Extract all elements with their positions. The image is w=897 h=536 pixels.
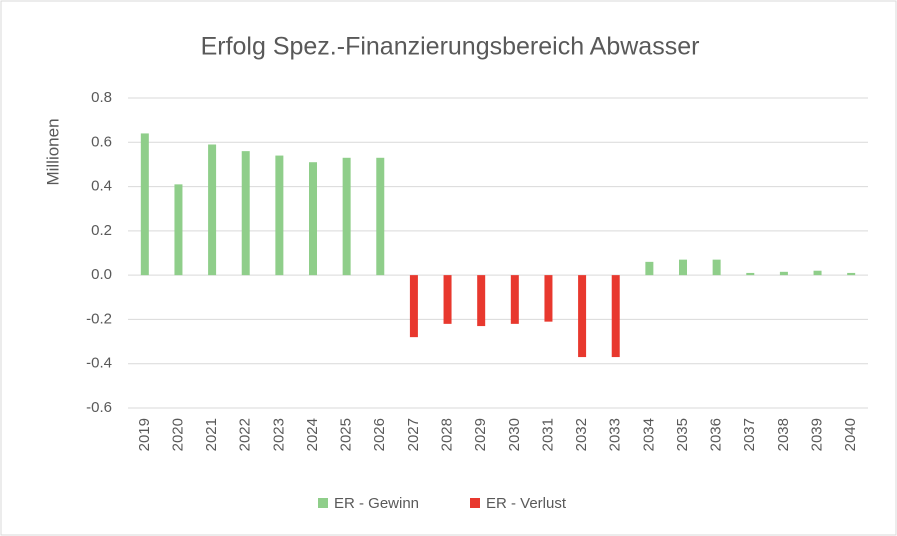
y-tick-label: 0.6 (91, 133, 112, 150)
x-tick-label: 2027 (405, 418, 422, 451)
x-tick-label: 2031 (539, 418, 556, 451)
x-tick-label: 2021 (203, 418, 220, 451)
legend-label: ER - Verlust (486, 495, 567, 512)
x-tick-label: 2032 (573, 418, 590, 451)
bar (746, 272, 755, 276)
bar (544, 275, 553, 322)
x-tick-label: 2038 (775, 418, 792, 451)
y-axis-label: Millionen (43, 118, 62, 185)
legend-swatch (318, 498, 328, 508)
bar (174, 184, 183, 276)
bar (679, 259, 687, 276)
x-tick-label: 2040 (842, 418, 859, 451)
x-tick-label: 2028 (439, 418, 456, 451)
bar (275, 155, 284, 276)
bar (779, 271, 788, 276)
x-tick-label: 2020 (169, 418, 186, 451)
y-tick-label: 0.0 (91, 266, 112, 283)
bar (443, 275, 452, 324)
x-tick-label: 2030 (506, 418, 523, 451)
x-tick-label: 2039 (809, 418, 826, 451)
x-tick-label: 2036 (708, 418, 725, 451)
y-tick-label: -0.4 (86, 355, 112, 372)
bar (712, 259, 721, 276)
bar (813, 270, 822, 276)
legend-label: ER - Gewinn (334, 495, 419, 512)
bar (510, 275, 519, 324)
y-tick-label: -0.2 (86, 310, 112, 327)
x-tick-label: 2035 (674, 418, 691, 451)
bar (241, 151, 250, 276)
bar (578, 275, 587, 358)
bar (309, 162, 317, 276)
x-tick-label: 2026 (371, 418, 388, 451)
bar (645, 261, 654, 276)
bar (342, 157, 351, 276)
y-tick-label: 0.4 (91, 178, 112, 195)
x-tick-label: 2019 (136, 418, 153, 451)
x-tick-label: 2024 (304, 418, 321, 451)
bar (376, 157, 385, 276)
bar (208, 144, 217, 276)
bar (140, 133, 149, 276)
chart-title: Erfolg Spez.-Finanzierungsbereich Abwass… (201, 33, 700, 61)
bar (611, 275, 620, 358)
bar (847, 272, 856, 276)
x-tick-label: 2037 (741, 418, 758, 451)
x-tick-label: 2023 (270, 418, 287, 451)
x-tick-label: 2025 (338, 418, 355, 451)
bar (477, 275, 486, 327)
legend-swatch (470, 498, 480, 508)
x-tick-label: 2022 (237, 418, 254, 451)
y-tick-label: -0.6 (86, 399, 112, 416)
bar (409, 275, 418, 338)
y-tick-label: 0.8 (91, 89, 112, 106)
x-tick-label: 2033 (607, 418, 624, 451)
y-tick-label: 0.2 (91, 222, 112, 239)
x-tick-label: 2034 (640, 418, 657, 451)
x-tick-label: 2029 (472, 418, 489, 451)
